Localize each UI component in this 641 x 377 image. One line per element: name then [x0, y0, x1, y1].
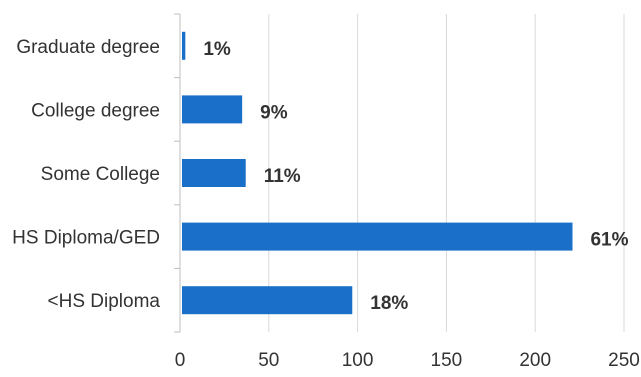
bar	[182, 222, 573, 251]
x-tick-label: 200	[519, 350, 551, 371]
bar	[182, 159, 246, 187]
bar	[182, 95, 243, 124]
x-tick-label: 0	[175, 350, 186, 371]
bar	[182, 286, 353, 315]
x-tick-labels: 0 50 100 150 200 250	[175, 350, 640, 371]
bars	[182, 31, 573, 315]
category-axis	[174, 13, 181, 333]
data-label: 11%	[264, 166, 301, 187]
data-label: 61%	[590, 230, 628, 251]
category-label: Graduate degree	[16, 37, 160, 58]
category-label: HS Diploma/GED	[12, 228, 160, 249]
data-label: 1%	[203, 39, 231, 60]
x-tick-label: 100	[342, 350, 374, 371]
x-tick-label: 250	[608, 350, 640, 371]
x-tick-label: 150	[431, 350, 463, 371]
data-label: 18%	[370, 293, 408, 314]
gridlines	[268, 14, 625, 332]
category-labels: Graduate degree College degree Some Colleg…	[12, 37, 160, 312]
category-label: College degree	[31, 100, 160, 121]
bar	[182, 31, 186, 60]
data-label: 9%	[260, 102, 288, 123]
x-tick-label: 50	[258, 350, 279, 371]
category-label: <HS Diploma	[48, 291, 161, 312]
data-labels: 1% 9% 11% 61% 18%	[203, 39, 628, 314]
category-label: Some College	[41, 164, 160, 185]
